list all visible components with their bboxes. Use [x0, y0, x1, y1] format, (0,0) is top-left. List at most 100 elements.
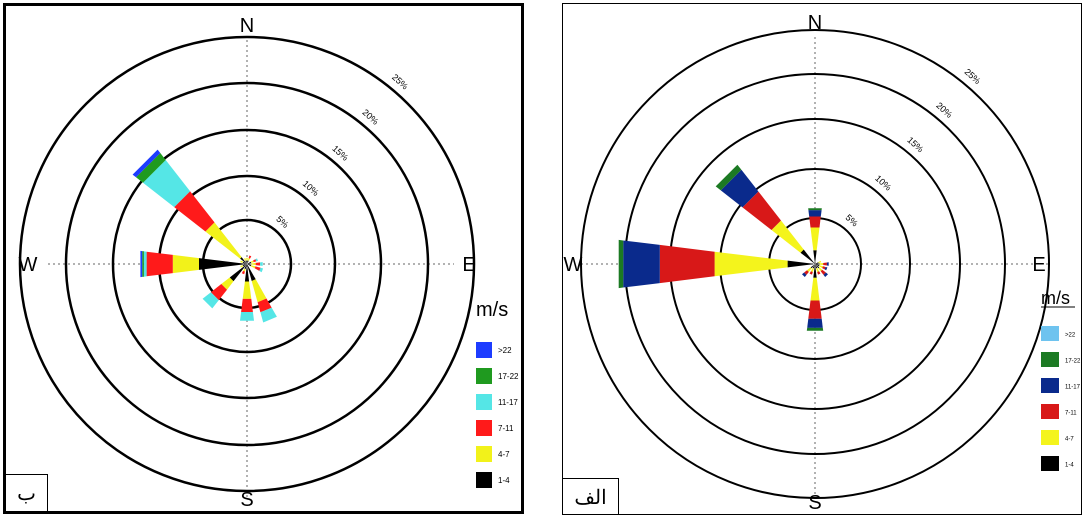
ring-label: 20% — [934, 100, 954, 119]
petal-segment — [143, 160, 191, 208]
petal-segment — [771, 220, 804, 253]
petal-segment — [246, 260, 248, 264]
petal-segment — [257, 298, 272, 313]
petal-segment — [242, 281, 252, 299]
petal-segment — [247, 263, 252, 265]
petal-segment — [618, 239, 624, 289]
wind-rose-chart-b: 5% 10% 15% 20% 25% N S W Em/s >22 17-22 11-17 7-11 4-… — [18, 15, 519, 511]
petal-segment — [229, 264, 247, 282]
legend-label: >22 — [498, 346, 512, 355]
petal-segment — [826, 262, 829, 266]
compass-west-label: W — [564, 254, 583, 276]
petal-segment — [815, 263, 820, 265]
legend-swatch — [1041, 456, 1059, 471]
ring-label: 5% — [844, 212, 860, 228]
ring-25-percent — [580, 29, 1050, 499]
ring-15-percent — [111, 128, 383, 400]
ring-label: 15% — [330, 143, 350, 162]
legend-swatch — [1041, 404, 1059, 419]
petal-segment — [800, 249, 815, 264]
petal-segment — [259, 267, 264, 273]
petal-segment — [819, 263, 824, 265]
petal-segment — [244, 258, 247, 261]
compass-north-label: N — [808, 12, 822, 34]
petal-segment — [804, 270, 809, 275]
legend-label: 17-22 — [498, 372, 519, 381]
petal-segment — [816, 268, 820, 272]
petal-segment — [815, 264, 820, 269]
petal-segment — [815, 262, 819, 264]
petal-segment — [247, 258, 250, 261]
ring-20-percent — [64, 81, 430, 447]
petal-segment — [244, 264, 250, 282]
legend-label: 7-11 — [1065, 411, 1077, 417]
legend-swatch — [476, 420, 492, 436]
petal-segment — [244, 264, 247, 270]
petal-segment — [822, 266, 826, 270]
legend-swatch — [1041, 326, 1059, 341]
petal-segment — [136, 153, 166, 183]
legend-swatch — [476, 368, 492, 384]
petal-segment — [142, 251, 144, 277]
compass-south-label: S — [240, 489, 253, 511]
petal-segment — [251, 279, 267, 303]
petal-segment — [254, 266, 261, 271]
legend-label: 17-22 — [1065, 359, 1081, 365]
legend-swatch — [1041, 352, 1059, 367]
legend-swatch — [476, 446, 492, 462]
petal-segment — [243, 268, 246, 272]
ring-label: 15% — [905, 135, 925, 154]
legend-swatch — [1041, 430, 1059, 445]
petal-segment — [810, 264, 815, 269]
wind-rose-chart-alef: 5% 10% 15% 20% 25% N S W Em/s >22 17-22 11-17 7-11 4-… — [564, 12, 1081, 514]
legend-label: 1-4 — [498, 476, 510, 485]
petal-segment — [251, 262, 256, 266]
petal-segment — [808, 208, 822, 211]
petal-segment — [245, 260, 247, 264]
petal-segment — [260, 262, 263, 266]
legend-label: 7-11 — [498, 424, 514, 433]
petal-segment — [823, 272, 828, 277]
petal-segment — [742, 191, 781, 230]
legend-title: m/s — [476, 299, 508, 321]
compass-south-label: S — [808, 492, 821, 514]
petal-segment — [146, 251, 173, 277]
petal-segment — [714, 251, 788, 277]
legend-label: 4-7 — [1065, 437, 1074, 443]
petal-segment — [241, 298, 253, 312]
ring-25-percent — [18, 35, 476, 493]
petal-segment — [818, 260, 822, 263]
petal-segment — [143, 251, 147, 277]
petal-segment — [807, 318, 823, 328]
petal-segment — [250, 260, 254, 263]
petal-segment — [823, 262, 827, 266]
petal-segment — [240, 265, 244, 268]
ring-label: 25% — [390, 72, 410, 91]
panel-label-b: ب — [6, 474, 48, 511]
petal-segment — [808, 210, 822, 217]
petal-segment — [806, 327, 824, 331]
petal-segment — [172, 254, 199, 274]
petal-segment — [659, 244, 715, 284]
petal-segment — [246, 257, 248, 261]
petal-segment — [240, 260, 244, 263]
compass-north-label: N — [240, 15, 254, 37]
legend-label: 4-7 — [498, 450, 510, 459]
ring-label: 10% — [873, 173, 893, 192]
petal-segment — [813, 264, 817, 278]
petal-segment — [623, 240, 660, 288]
petal-segment — [199, 258, 247, 270]
compass-east-label: E — [462, 254, 475, 276]
petal-segment — [247, 260, 249, 264]
petal-segment — [221, 277, 234, 290]
petal-segment — [715, 164, 742, 191]
legend-swatch — [1041, 378, 1059, 393]
ring-label: 5% — [274, 214, 290, 230]
petal-segment — [809, 216, 821, 228]
petal-segment — [210, 284, 227, 301]
petal-segment — [820, 269, 826, 275]
ring-label: 10% — [301, 178, 321, 197]
petal-segment — [787, 260, 815, 268]
